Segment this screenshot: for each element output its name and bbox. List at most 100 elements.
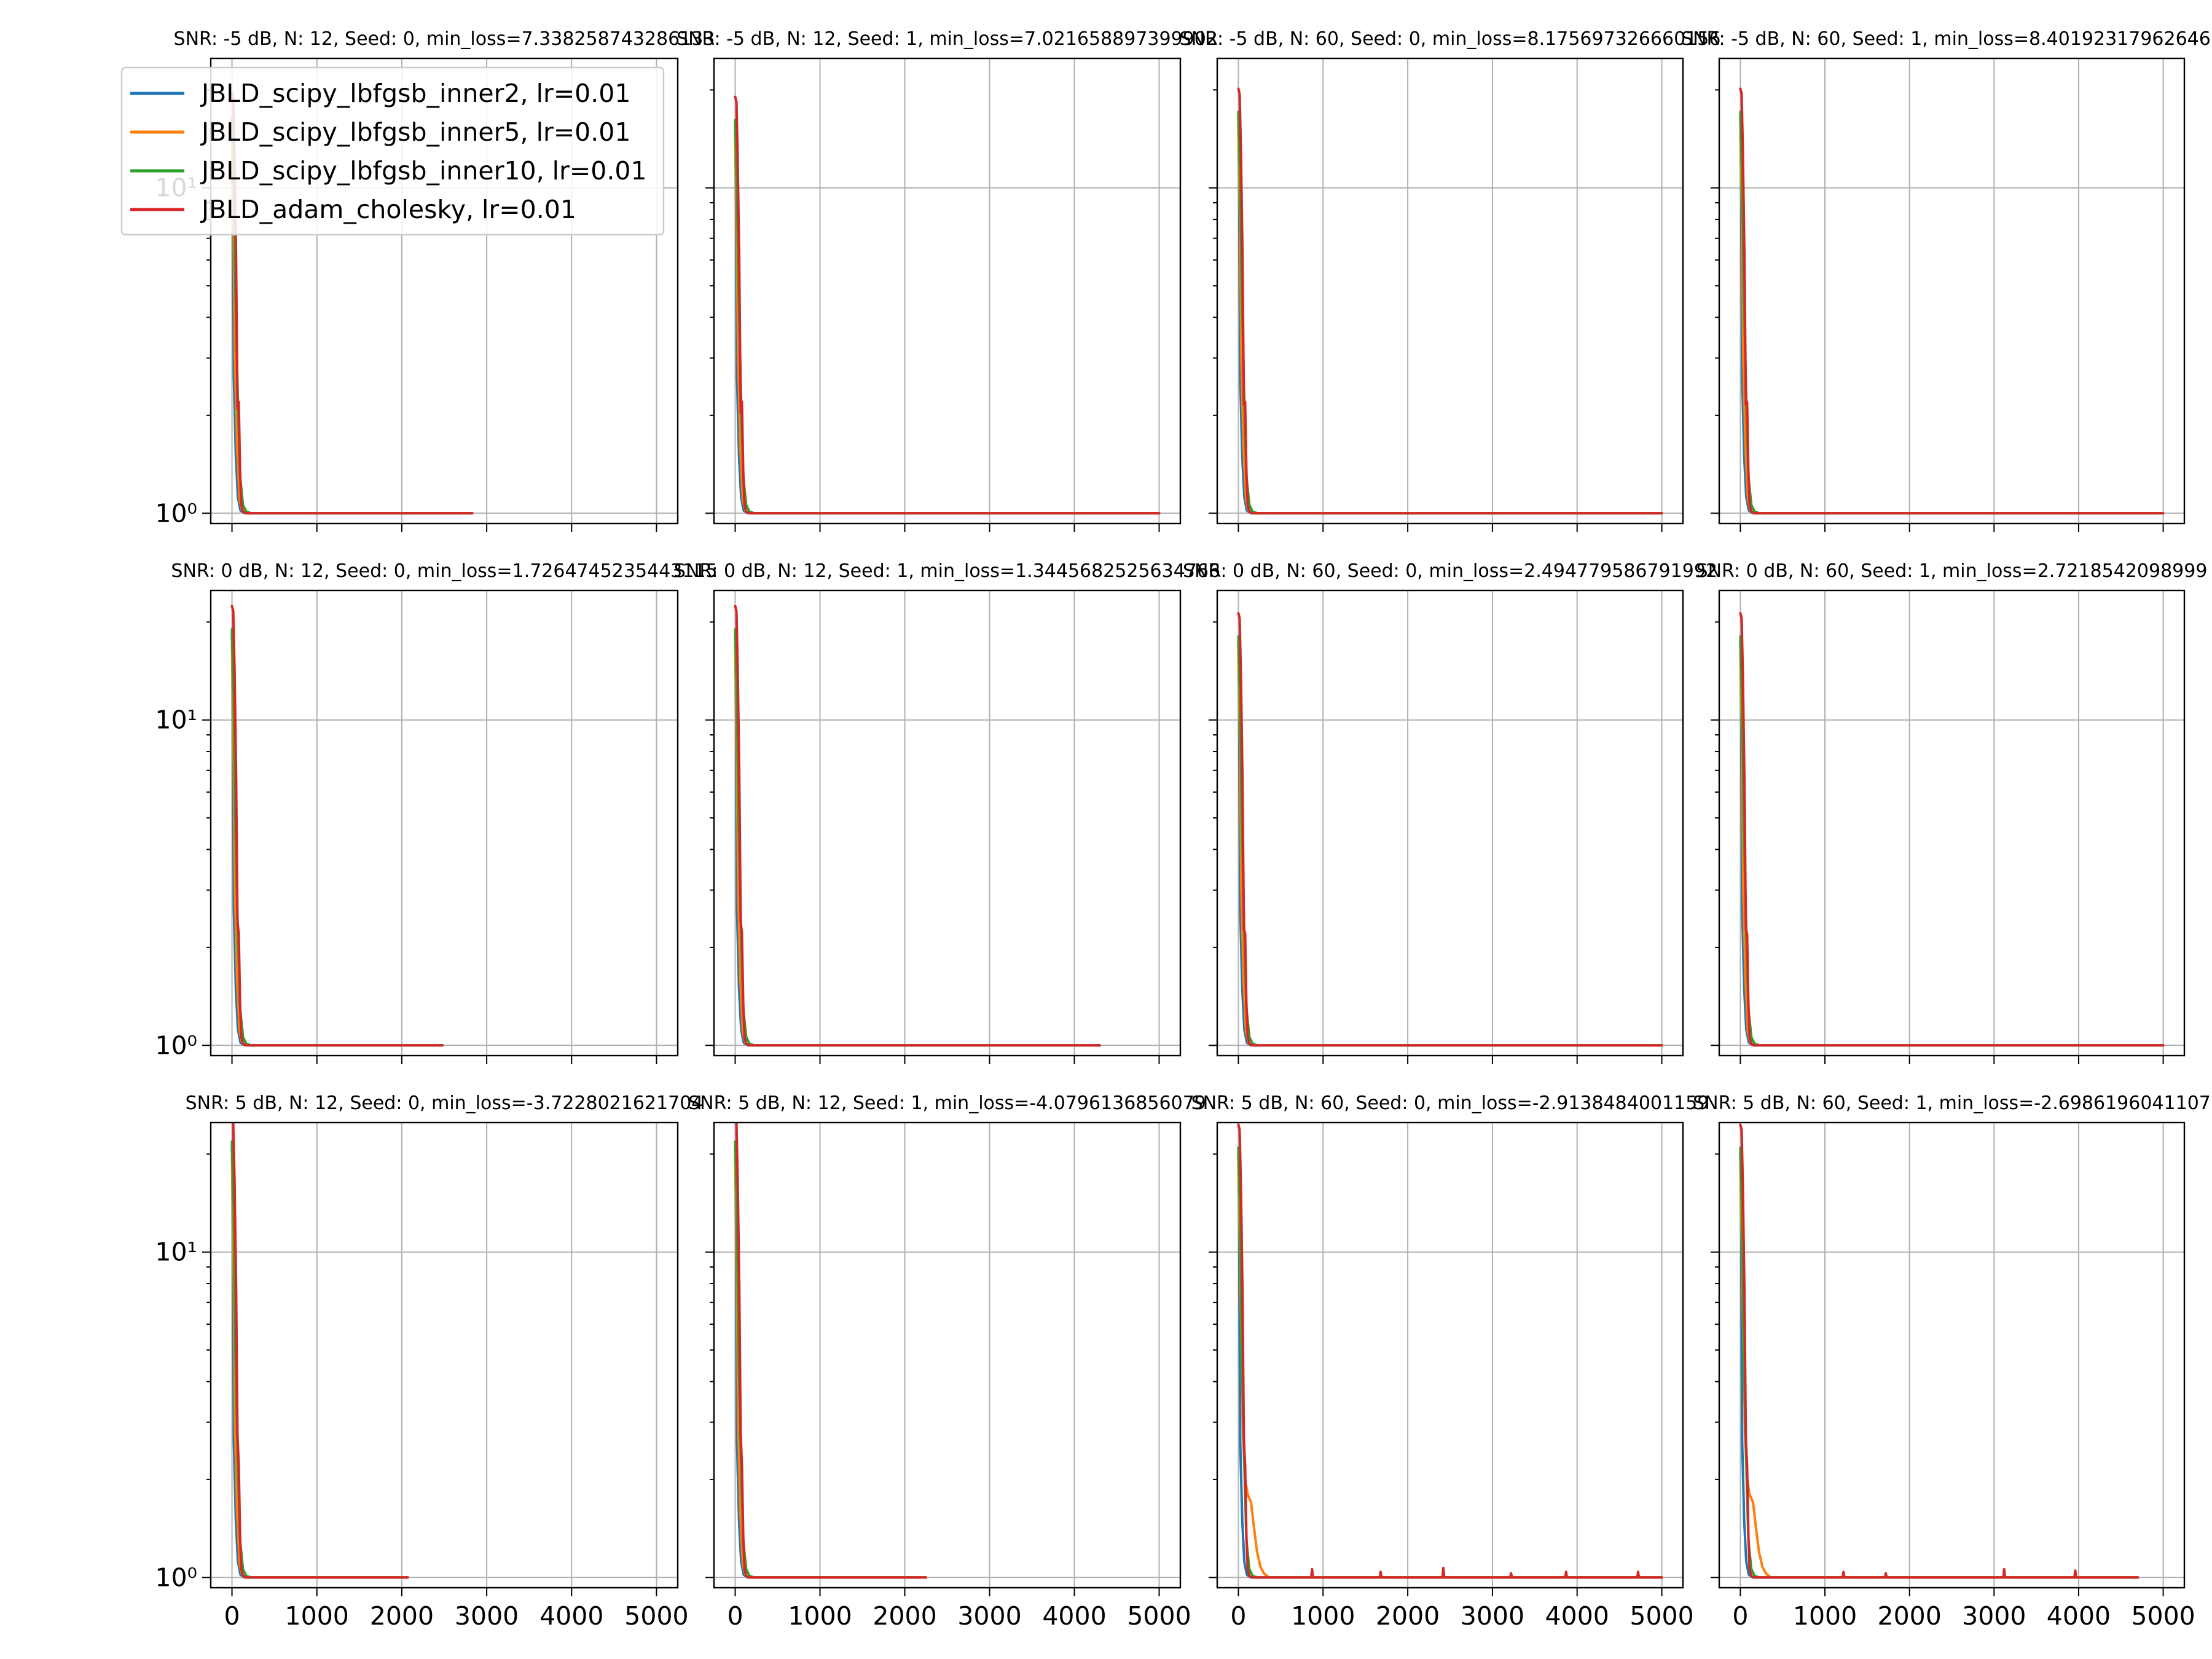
x-tick-label: 3000 [1962, 1601, 2026, 1631]
x-tick-label: 1000 [788, 1601, 852, 1631]
series-line-inner2 [1739, 115, 2165, 515]
x-tick-label: 4000 [539, 1601, 603, 1631]
series-group [1237, 87, 1663, 515]
y-tick-label: 10⁰ [155, 498, 197, 528]
subplot-title: SNR: 5 dB, N: 12, Seed: 0, min_loss=-3.7… [186, 1092, 704, 1114]
x-tick-label: 5000 [624, 1601, 688, 1631]
axes-frame [1216, 1121, 1684, 1589]
axes-frame [210, 589, 679, 1057]
x-tick-label: 1000 [1291, 1601, 1355, 1631]
series-group [1237, 612, 1663, 1047]
x-tick-label: 4000 [2047, 1601, 2111, 1631]
axes-frame [1718, 589, 2186, 1057]
y-tick-label: 10¹ [155, 705, 197, 735]
legend-label-inner2: JBLD_scipy_lbfgsb_inner2, lr=0.01 [200, 79, 630, 108]
x-tick-label: 0 [224, 1601, 240, 1631]
subplot-3: SNR: -5 dB, N: 60, Seed: 0, min_loss=8.1… [1180, 28, 1721, 532]
x-tick-label: 2000 [873, 1601, 936, 1631]
axes-frame [713, 589, 1182, 1057]
subplot-title: SNR: -5 dB, N: 12, Seed: 1, min_loss=7.0… [677, 28, 1218, 50]
series-line-inner2 [230, 632, 444, 1047]
axes-frame [1216, 589, 1684, 1057]
x-tick-label: 2000 [370, 1601, 434, 1631]
series-line-inner5 [230, 638, 444, 1047]
x-tick-label: 5000 [1630, 1601, 1693, 1631]
series-line-adam [734, 95, 1161, 515]
subplot-6: SNR: 0 dB, N: 12, Seed: 1, min_loss=1.34… [674, 560, 1220, 1064]
series-line-adam [734, 605, 1101, 1047]
series-line-inner10 [1739, 111, 2165, 515]
series-line-adam [232, 1123, 409, 1579]
subplot-9: 0 1000 2000 3000 4000 5000 10⁰ 10¹ SNR: 5 dB, N:… [155, 1092, 703, 1631]
x-tick-label: 0 [727, 1601, 743, 1631]
series-line-inner5 [1739, 646, 2165, 1047]
series-line-inner2 [1739, 640, 2165, 1047]
subplot-title: SNR: 0 dB, N: 60, Seed: 1, min_loss=2.72… [1696, 560, 2208, 582]
subplot-12: 0 1000 2000 3000 4000 5000 SNR: 5 dB, N: 60, S… [1693, 1092, 2211, 1631]
series-group [1739, 1123, 2139, 1579]
subplot-title: SNR: 5 dB, N: 60, Seed: 0, min_loss=-2.9… [1191, 1092, 1709, 1114]
x-tick-label: 4000 [1042, 1601, 1106, 1631]
x-tick-label: 0 [1230, 1601, 1246, 1631]
series-line-inner5 [1237, 122, 1663, 515]
subplot-title: SNR: 0 dB, N: 60, Seed: 0, min_loss=2.49… [1183, 560, 1717, 582]
x-tick-label: 5000 [2131, 1601, 2195, 1631]
subplot-title: SNR: -5 dB, N: 60, Seed: 0, min_loss=8.1… [1180, 28, 1721, 50]
series-line-inner5 [734, 638, 1101, 1047]
series-line-inner2 [734, 123, 1161, 515]
axes-frame [1718, 57, 2186, 525]
x-tick-label: 0 [1732, 1601, 1748, 1631]
subplot-11: 0 1000 2000 3000 4000 5000 SNR: 5 dB, N: 60, S… [1191, 1092, 1709, 1631]
series-line-adam [1237, 612, 1663, 1047]
series-line-adam [735, 1123, 927, 1579]
series-line-adam [1739, 87, 2165, 515]
series-line-inner10 [230, 1140, 409, 1579]
series-line-inner10 [1739, 635, 2165, 1047]
x-tick-label: 5000 [1127, 1601, 1191, 1631]
axes-frame [1718, 1121, 2186, 1589]
subplot-title: SNR: 5 dB, N: 60, Seed: 1, min_loss=-2.6… [1693, 1092, 2211, 1114]
y-tick-label: 10¹ [155, 1237, 197, 1267]
y-tick-label: 10⁰ [155, 1030, 197, 1060]
legend-label-inner5: JBLD_scipy_lbfgsb_inner5, lr=0.01 [200, 117, 630, 147]
subplot-10: 0 1000 2000 3000 4000 5000 SNR: 5 dB, N: 12, S… [688, 1092, 1206, 1631]
subplot-title: SNR: 0 dB, N: 12, Seed: 1, min_loss=1.34… [674, 560, 1220, 582]
series-line-inner5 [1237, 646, 1663, 1047]
series-group [230, 605, 444, 1047]
series-line-inner10 [1237, 1147, 1663, 1579]
series-line-inner5 [1739, 122, 2165, 515]
x-tick-label: 2000 [1878, 1601, 1942, 1631]
series-line-inner10 [734, 1140, 927, 1579]
series-group [230, 1123, 409, 1579]
series-line-adam [230, 605, 444, 1047]
series-line-inner2 [1237, 1151, 1663, 1579]
series-group [1739, 612, 2165, 1047]
series-line-adam [1237, 1123, 1663, 1579]
x-tick-label: 3000 [455, 1601, 519, 1631]
series-group [1739, 87, 2165, 515]
subplot-title: SNR: 5 dB, N: 12, Seed: 1, min_loss=-4.0… [688, 1092, 1206, 1114]
series-line-inner10 [1237, 635, 1663, 1047]
subplot-2: SNR: -5 dB, N: 12, Seed: 1, min_loss=7.0… [677, 28, 1218, 532]
subplot-7: SNR: 0 dB, N: 60, Seed: 0, min_loss=2.49… [1183, 560, 1717, 1064]
x-tick-label: 3000 [957, 1601, 1021, 1631]
x-tick-label: 4000 [1545, 1601, 1609, 1631]
legend: JBLD_scipy_lbfgsb_inner2, lr=0.01 JBLD_sc… [120, 66, 665, 236]
series-line-inner2 [734, 632, 1101, 1047]
axes-frame [713, 57, 1182, 525]
subplot-8: SNR: 0 dB, N: 60, Seed: 1, min_loss=2.72… [1696, 560, 2208, 1064]
series-line-inner5 [1237, 1157, 1663, 1579]
series-line-inner10 [734, 628, 1101, 1047]
axes-frame [1216, 57, 1684, 525]
axes-frame [210, 1121, 679, 1589]
axes-frame [210, 57, 679, 525]
subplot-5: 10⁰ 10¹ SNR: 0 dB, N: 12, Seed: 0, min_los… [155, 560, 718, 1064]
series-line-inner2 [734, 1145, 927, 1579]
legend-label-adam: JBLD_adam_cholesky, lr=0.01 [200, 195, 576, 224]
series-line-inner10 [734, 119, 1161, 515]
legend-label-inner10: JBLD_scipy_lbfgsb_inner10, lr=0.01 [200, 156, 647, 186]
series-line-inner5 [230, 1151, 409, 1579]
series-group [734, 1123, 927, 1579]
series-group [734, 95, 1161, 515]
